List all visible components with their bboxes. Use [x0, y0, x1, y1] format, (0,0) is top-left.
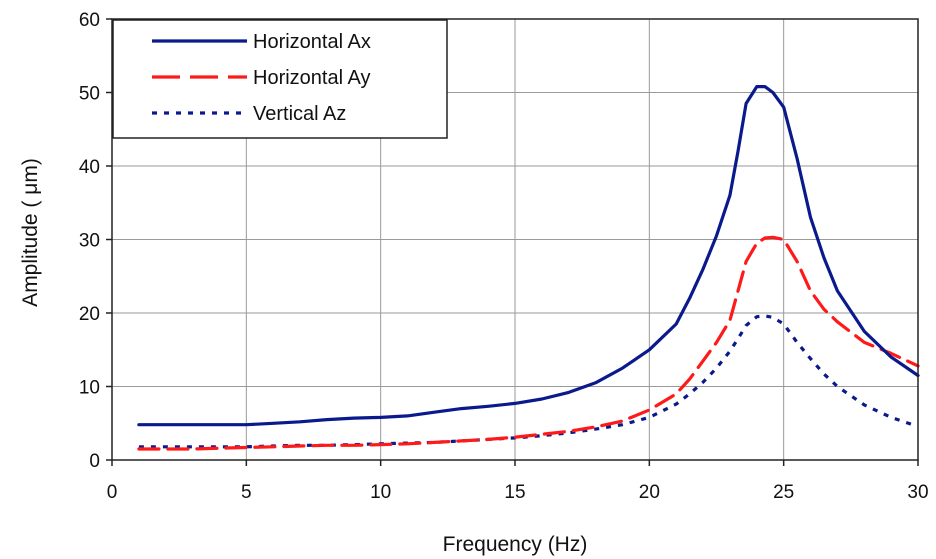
- series-lines: [137, 84, 920, 451]
- tick-labels: 0 5 10 15 20 25 30 0 10 20 30 40 50 60: [79, 10, 929, 503]
- series-line-horizontal-ax: [137, 84, 920, 427]
- series-line-vertical-az: [138, 314, 914, 449]
- y-tick-label-0: 0: [89, 451, 100, 472]
- x-tick-label-0: 0: [107, 482, 118, 503]
- y-tick-label-30: 30: [79, 231, 100, 252]
- x-tick-label-30: 30: [907, 482, 928, 503]
- x-tick-label-10: 10: [370, 482, 391, 503]
- legend-label-horizontal-ax: Horizontal Ax: [253, 31, 371, 53]
- y-axis-title: Amplitude ( μm): [19, 158, 42, 307]
- y-tick-label-40: 40: [79, 157, 100, 178]
- x-tick-label-20: 20: [639, 482, 660, 503]
- legend-label-vertical-az: Vertical Az: [253, 103, 346, 125]
- y-tick-label-10: 10: [79, 378, 100, 399]
- x-tick-label-5: 5: [241, 482, 252, 503]
- legend-label-horizontal-ay: Horizontal Ay: [253, 67, 370, 89]
- series-line-horizontal-ay: [137, 235, 920, 451]
- y-tick-label-20: 20: [79, 304, 100, 325]
- legend: Horizontal Ax Horizontal Ay Vertical Az: [112, 19, 448, 139]
- y-tick-label-50: 50: [79, 84, 100, 105]
- x-tick-label-15: 15: [504, 482, 525, 503]
- y-tick-label-60: 60: [79, 10, 100, 31]
- grid: [112, 19, 918, 460]
- x-axis-title: Frequency (Hz): [443, 533, 588, 556]
- x-tick-label-25: 25: [773, 482, 794, 503]
